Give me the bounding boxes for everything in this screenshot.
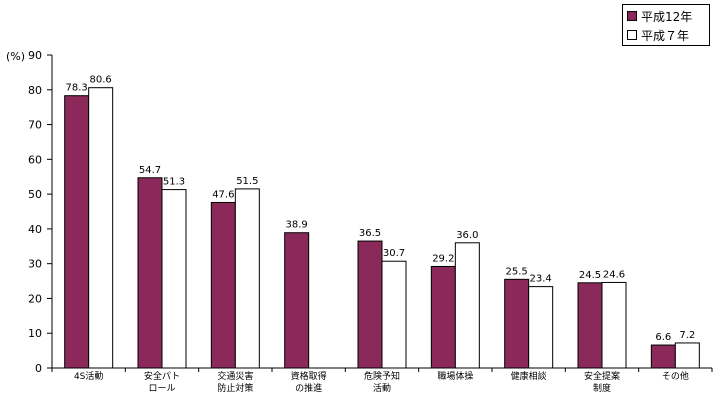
bar-series-2 — [234, 188, 260, 369]
y-tick-label: 80 — [28, 84, 42, 97]
bar-series-2 — [674, 342, 700, 369]
bar-series-1 — [650, 344, 676, 369]
y-tick-label: 70 — [28, 119, 42, 132]
data-label: 36.0 — [456, 230, 478, 241]
data-label: 78.3 — [66, 83, 88, 94]
bar-series-1 — [430, 265, 456, 369]
x-category-label: 交通災害防止対策 — [217, 370, 253, 394]
y-tick-label: 10 — [28, 327, 42, 340]
data-label: 36.5 — [359, 228, 381, 239]
legend-label-series-1: 平成12年 — [641, 9, 693, 24]
x-category-label: 危険予知活動 — [364, 370, 400, 394]
data-label: 47.6 — [212, 189, 234, 200]
data-label: 24.5 — [579, 270, 601, 281]
data-label: 38.9 — [286, 220, 308, 231]
y-tick-label: 60 — [28, 153, 42, 166]
y-tick-label: 50 — [28, 188, 42, 201]
legend: 平成12年 平成７年 — [622, 4, 710, 46]
bar-series-2 — [161, 189, 187, 369]
bar-series-2 — [528, 286, 554, 369]
legend-swatch-series-2 — [627, 30, 637, 40]
data-label: 30.7 — [383, 248, 405, 259]
bar-series-1 — [357, 240, 383, 369]
x-category-label: その他 — [662, 370, 689, 382]
bar-series-2 — [454, 242, 480, 369]
y-tick-label: 40 — [28, 223, 42, 236]
data-label: 6.6 — [655, 332, 671, 343]
y-axis-unit-label: (%) — [6, 50, 25, 63]
y-tick-label: 90 — [28, 49, 42, 62]
x-category-label: 資格取得の推進 — [291, 370, 327, 394]
legend-item-series-1: 平成12年 — [627, 7, 692, 25]
data-label: 51.5 — [236, 176, 258, 187]
data-label: 54.7 — [139, 165, 161, 176]
y-tick-label: 30 — [28, 258, 42, 271]
bar-series-1 — [577, 282, 603, 369]
y-tick-label: 20 — [28, 292, 42, 305]
x-category-label: 健康相談 — [511, 370, 547, 382]
x-category-label: 安全提案制度 — [584, 370, 620, 394]
y-axis: 0 10 20 30 40 50 60 70 80 90 — [28, 49, 53, 375]
data-label: 29.2 — [432, 253, 454, 264]
x-category-label: 安全パトロール — [144, 370, 180, 394]
legend-swatch-series-1 — [627, 11, 637, 21]
legend-label-series-2: 平成７年 — [641, 28, 690, 43]
x-axis: 4S活動 安全パトロール 交通災害防止対策 資格取得の推進 危険予知活動 職場体操 健康相談… — [51, 367, 713, 394]
bar-series-1 — [284, 232, 310, 369]
bar-series-2 — [381, 260, 407, 369]
bar-series-2 — [601, 281, 627, 369]
bar-series-1 — [504, 278, 530, 369]
data-label: 25.5 — [506, 266, 528, 277]
legend-item-series-2: 平成７年 — [627, 26, 689, 44]
data-label: 23.4 — [530, 274, 552, 285]
data-label: 7.2 — [679, 330, 695, 341]
data-label: 24.6 — [603, 269, 625, 280]
data-label: 80.6 — [90, 75, 112, 86]
y-tick-label: 0 — [35, 362, 42, 375]
bar-series-1 — [210, 201, 236, 369]
bar-series-2 — [88, 87, 114, 369]
x-category-label: 4S活動 — [74, 370, 103, 382]
data-label: 51.3 — [163, 177, 185, 188]
bar-series-1 — [64, 95, 90, 369]
bar-series-1 — [137, 177, 163, 369]
x-category-label: 職場体操 — [437, 370, 473, 382]
bars: 78.380.6 54.751.3 47.651.5 38.9 36.530.7 29.2… — [64, 75, 700, 369]
